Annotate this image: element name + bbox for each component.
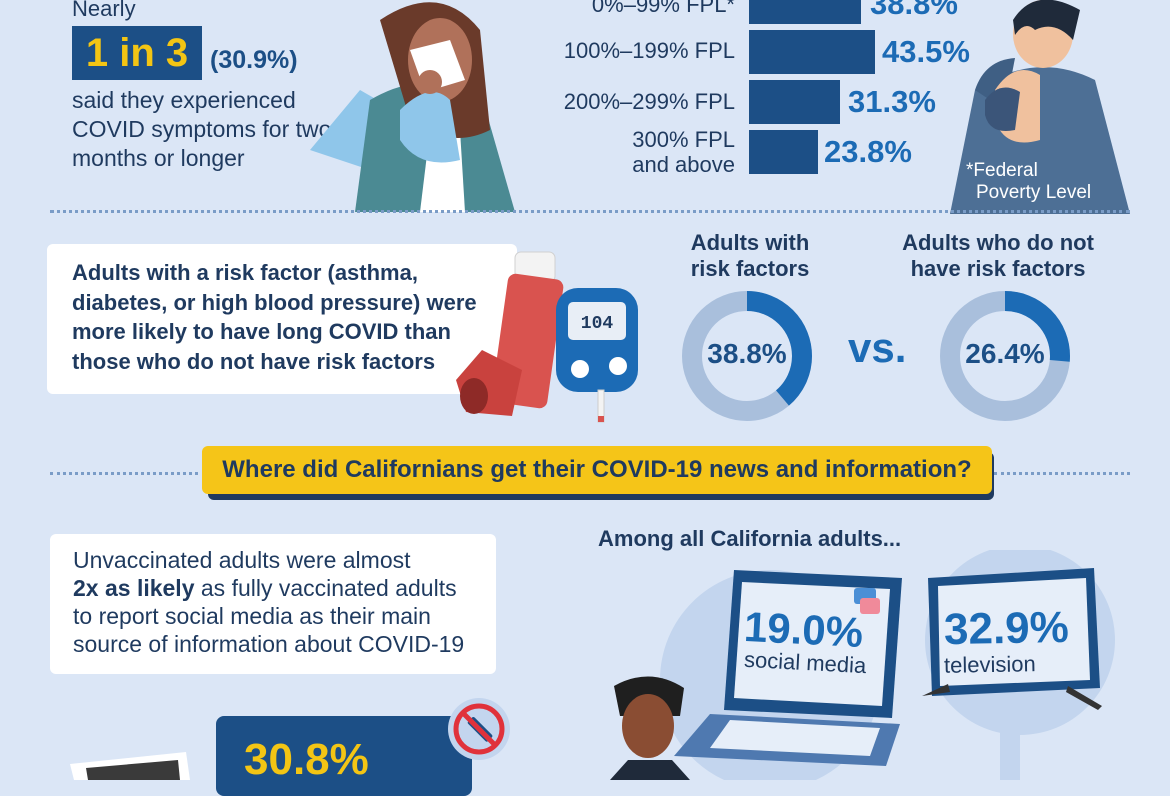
donut-head-without: Adults who do not have risk factors xyxy=(888,230,1108,282)
risk-card xyxy=(47,244,517,394)
news-question-banner: Where did Californians get their COVID-1… xyxy=(202,446,992,494)
fpl-value-2: 31.3% xyxy=(848,84,936,119)
fpl-bar-1 xyxy=(749,30,875,74)
fpl-label-3-line2: and above xyxy=(632,152,735,177)
donut-without-value: 26.4% xyxy=(965,338,1045,369)
vs-text: vs. xyxy=(848,324,907,371)
laptop-illustration xyxy=(674,570,902,766)
donut-with-risk xyxy=(682,291,812,421)
divider-2-right xyxy=(994,472,1130,475)
long-covid-percent: (30.9%) xyxy=(210,46,298,74)
fpl-label-2: 200%–299% FPL xyxy=(563,89,735,114)
nearly-text: Nearly xyxy=(72,0,136,21)
fpl-footnote: *Federal Poverty Level xyxy=(966,160,1091,204)
television-label: television xyxy=(943,651,1036,678)
fpl-value-1: 43.5% xyxy=(882,34,970,69)
unvax-line3: to report social media as their main xyxy=(73,603,431,629)
fpl-bar-3 xyxy=(749,130,818,174)
device-partial-illustration xyxy=(70,752,190,780)
coughing-man-illustration xyxy=(950,0,1130,214)
unvax-line2-rest: as fully vaccinated adults xyxy=(194,575,457,601)
donut-head-with-line2: risk factors xyxy=(690,256,810,281)
unvax-card xyxy=(50,534,496,674)
divider-2-left xyxy=(50,472,205,475)
donut-head-without-line1: Adults who do not xyxy=(902,230,1094,255)
fpl-label-0: 0%–99% FPL* xyxy=(591,0,735,17)
donut-head-with: Adults with risk factors xyxy=(660,230,840,282)
donut-without-fill xyxy=(940,291,1070,421)
unvax-line4: source of information about COVID-19 xyxy=(73,631,465,657)
fpl-footnote-line1: *Federal xyxy=(966,160,1038,181)
fpl-bar-0 xyxy=(749,0,861,24)
fpl-label-3-line1: 300% FPL xyxy=(632,127,735,152)
risk-statement: Adults with a risk factor (asthma, diabe… xyxy=(72,260,477,374)
unvax-statement: Unvaccinated adults were almost 2x as li… xyxy=(73,546,493,658)
unvax-line1: Unvaccinated adults were almost xyxy=(73,547,411,573)
fpl-label-1: 100%–199% FPL xyxy=(563,38,735,63)
donut-without-risk xyxy=(940,291,1070,421)
fpl-label-3: 300% FPL and above xyxy=(632,127,735,177)
fpl-footnote-line2: Poverty Level xyxy=(976,182,1092,203)
long-covid-description: said they experienced COVID symptoms for… xyxy=(72,87,332,171)
unvax-stat-value: 30.8% xyxy=(244,735,369,784)
fpl-bar-2 xyxy=(749,80,840,124)
fpl-value-0: 38.8% xyxy=(870,0,958,21)
donut-head-without-line2: have risk factors xyxy=(910,256,1086,281)
unvax-line2: 2x as likely as fully vaccinated adults xyxy=(73,574,493,602)
fpl-value-3: 23.8% xyxy=(824,134,912,169)
sneezing-woman-illustration xyxy=(310,2,515,212)
donut-head-with-line1: Adults with xyxy=(690,230,810,255)
television-percent: 32.9% xyxy=(943,602,1070,655)
divider-1 xyxy=(50,210,1130,213)
unvax-bold: 2x as likely xyxy=(73,575,195,601)
no-vaccine-icon xyxy=(448,698,510,760)
donut-with-fill xyxy=(682,291,812,421)
inhaler-and-glucometer-illustration: 104 xyxy=(456,251,638,423)
woman-illustration xyxy=(610,676,690,780)
donut-with-value: 38.8% xyxy=(707,338,787,369)
television-illustration xyxy=(922,568,1102,710)
one-in-three-badge: 1 in 3 xyxy=(72,26,202,80)
meter-reading: 104 xyxy=(581,314,614,334)
among-all-adults: Among all California adults... xyxy=(598,526,902,551)
